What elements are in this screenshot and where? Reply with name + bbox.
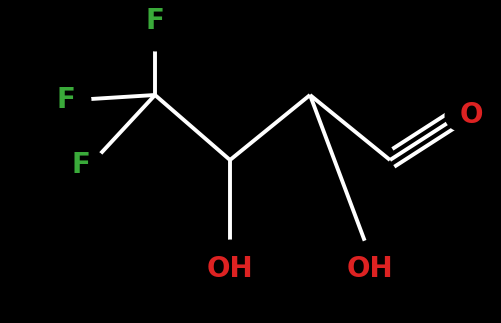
Text: O: O bbox=[460, 101, 483, 129]
Text: F: F bbox=[146, 7, 164, 35]
Text: F: F bbox=[56, 86, 75, 114]
Text: F: F bbox=[71, 151, 90, 179]
Text: OH: OH bbox=[207, 255, 254, 283]
Text: OH: OH bbox=[347, 255, 393, 283]
